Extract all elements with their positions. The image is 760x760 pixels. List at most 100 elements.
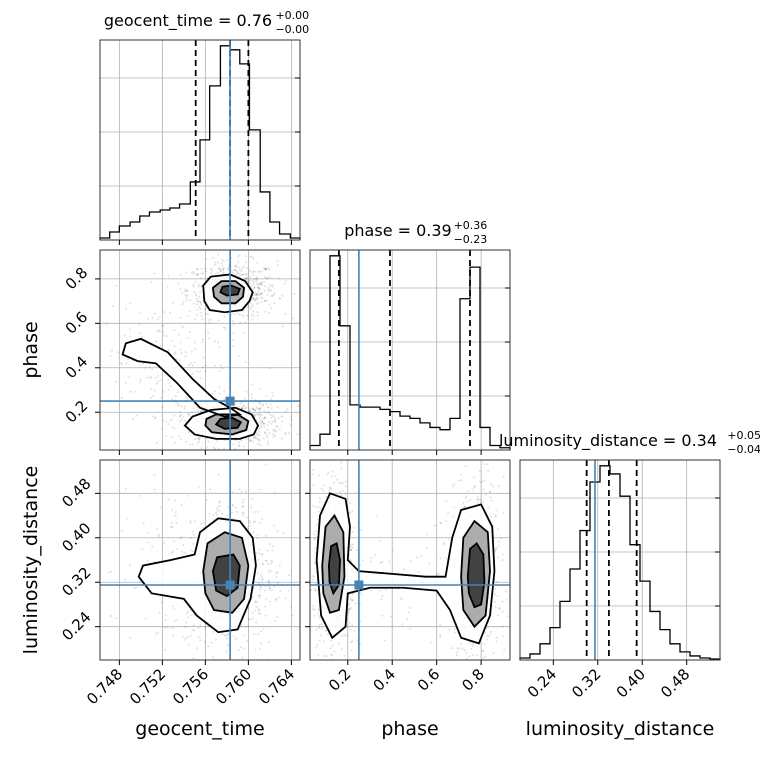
- sample-point: [216, 440, 219, 443]
- sample-point: [213, 263, 216, 266]
- sample-point: [336, 478, 339, 481]
- sample-point: [276, 425, 279, 428]
- sample-point: [470, 665, 472, 667]
- sample-point: [433, 524, 436, 527]
- sample-point: [305, 561, 307, 563]
- sample-point: [320, 627, 323, 630]
- contour-line: [219, 284, 241, 297]
- sample-point: [388, 560, 391, 563]
- tick-label-x-luminosity_distance: 0.32: [568, 665, 604, 701]
- sample-point: [212, 446, 215, 449]
- panels: geocent_time = 0.76 +0.00−0.00 phase = 0.3…: [58, 9, 760, 728]
- sample-point: [486, 626, 489, 629]
- sample-point: [259, 293, 262, 296]
- sample-point: [169, 311, 172, 314]
- sample-point: [349, 596, 352, 599]
- sample-point: [245, 438, 248, 441]
- sample-point: [171, 418, 174, 421]
- sample-point: [211, 269, 214, 272]
- sample-point: [484, 655, 487, 658]
- sample-point: [250, 315, 253, 318]
- sample-point: [344, 635, 347, 638]
- sample-point: [272, 293, 275, 296]
- sample-point: [267, 580, 270, 583]
- sample-point: [247, 310, 250, 313]
- sample-point: [462, 667, 464, 669]
- sample-point: [252, 257, 255, 260]
- sample-point: [157, 374, 160, 377]
- sample-point: [420, 555, 423, 558]
- histogram-luminosity_distance: [519, 465, 721, 660]
- sample-point: [166, 626, 169, 629]
- sample-point: [381, 595, 384, 598]
- sample-point: [207, 332, 210, 335]
- sample-point: [322, 484, 325, 487]
- sample-point: [150, 376, 153, 379]
- sample-point: [318, 615, 321, 618]
- sample-point: [200, 522, 203, 525]
- sample-point: [185, 271, 188, 274]
- sample-point: [162, 324, 165, 327]
- sample-point: [391, 549, 394, 552]
- sample-point: [290, 415, 293, 418]
- sample-point: [252, 440, 255, 443]
- sample-point: [252, 521, 255, 524]
- sample-point: [132, 418, 135, 421]
- sample-point: [266, 406, 269, 409]
- sample-point: [481, 697, 483, 699]
- sample-point: [153, 560, 156, 563]
- sample-point: [231, 271, 234, 274]
- sample-point: [379, 539, 382, 542]
- sample-point: [246, 278, 249, 281]
- sample-point: [312, 574, 315, 577]
- sample-point: [262, 422, 265, 425]
- sample-point: [312, 483, 315, 486]
- sample-point: [247, 306, 250, 309]
- sample-point: [183, 407, 186, 410]
- sample-point: [199, 300, 202, 303]
- sample-point: [256, 276, 259, 279]
- sample-point: [241, 404, 244, 407]
- sample-point: [497, 485, 500, 488]
- sample-point: [483, 463, 486, 466]
- sample-point: [183, 405, 186, 408]
- sample-point: [314, 530, 317, 533]
- sample-point: [263, 275, 266, 278]
- sample-point: [251, 497, 254, 500]
- sample-point: [253, 414, 256, 417]
- sample-point: [194, 318, 197, 321]
- sample-point: [205, 446, 208, 449]
- sample-point: [197, 636, 200, 639]
- sample-point: [471, 645, 474, 648]
- sample-point: [347, 625, 350, 628]
- tick-label-x-luminosity_distance: 0.48: [657, 665, 693, 701]
- sample-point: [192, 657, 195, 660]
- sample-point: [186, 294, 189, 297]
- sample-point: [505, 726, 507, 728]
- tick-label-x-luminosity_distance: 0.40: [613, 665, 649, 701]
- sample-point: [241, 656, 244, 659]
- sample-point: [172, 301, 175, 304]
- sample-point: [428, 562, 431, 565]
- sample-point: [267, 443, 270, 446]
- sample-point: [180, 352, 183, 355]
- sample-point: [318, 617, 321, 620]
- sample-point: [313, 614, 316, 617]
- sample-point: [153, 389, 156, 392]
- sample-point: [273, 292, 276, 295]
- sample-point: [260, 573, 263, 576]
- sample-point: [184, 351, 187, 354]
- sample-point: [267, 585, 270, 588]
- sample-point: [189, 443, 192, 446]
- sample-point: [258, 548, 261, 551]
- sample-point: [172, 634, 175, 637]
- sample-point: [217, 505, 220, 508]
- panel-frame-geocent_time-luminosity_distance: [99, 459, 301, 661]
- sample-point: [264, 463, 267, 466]
- sample-point: [400, 598, 403, 601]
- sample-point: [267, 406, 270, 409]
- sample-point: [492, 652, 495, 655]
- sample-point: [257, 633, 260, 636]
- sample-point: [349, 628, 352, 631]
- title-plus-phase: +0.36: [454, 219, 488, 232]
